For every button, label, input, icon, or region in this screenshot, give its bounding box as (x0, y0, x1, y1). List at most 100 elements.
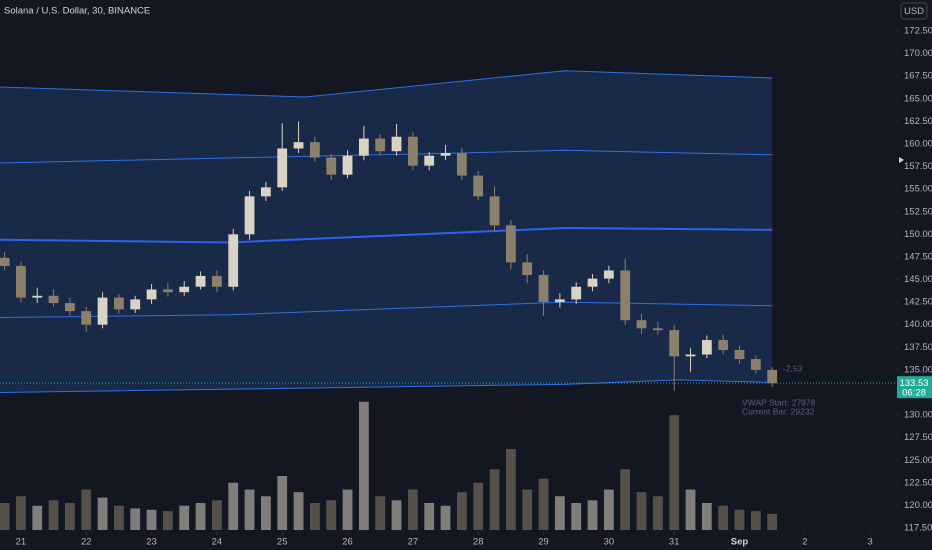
y-tick-label: 117.50 (904, 523, 932, 534)
x-tick-label: 31 (669, 537, 680, 548)
candle-body (81, 311, 92, 325)
current-bar: Current Bar: 29232 (742, 406, 815, 416)
volume-bar (538, 478, 549, 530)
y-tick-label: 127.50 (904, 432, 932, 443)
y-tick-label: 135.00 (904, 364, 932, 375)
y-tick-label: 165.00 (904, 93, 932, 104)
x-tick-label: 2 (802, 537, 807, 548)
candle-body (211, 275, 222, 287)
candle-body (179, 286, 190, 293)
volume-bar (179, 505, 190, 530)
volume-bar (522, 489, 533, 530)
y-tick-label: 152.50 (904, 206, 932, 217)
candle-body (522, 262, 533, 275)
volume-bar (97, 497, 108, 530)
last-price-label: 133.53 (899, 378, 928, 389)
volume-bar (554, 496, 565, 530)
y-tick-label: 160.00 (904, 138, 932, 149)
candle-body (97, 297, 108, 325)
candle-body (718, 340, 729, 351)
volume-bar (260, 496, 271, 530)
candle-body (734, 350, 745, 360)
candle-body (669, 330, 680, 357)
volume-bar (113, 505, 124, 530)
candle-body (130, 299, 141, 310)
y-tick-label: 122.50 (904, 477, 932, 488)
volume-bar (424, 503, 435, 530)
candle-body (538, 275, 549, 303)
candle-body (244, 196, 255, 235)
candle-body (113, 297, 124, 310)
candle-body (489, 196, 500, 226)
candle-body (16, 265, 26, 298)
volume-bar (228, 482, 239, 530)
volume-bar (358, 401, 369, 530)
band-line (0, 379, 773, 393)
volume-bar (669, 415, 680, 530)
volume-bar (473, 482, 484, 530)
scroll-arrow[interactable] (899, 157, 904, 163)
volume-bar (16, 496, 26, 530)
y-tick-label: 142.50 (904, 297, 932, 308)
candle-body (636, 320, 647, 329)
y-tick-label: 120.00 (904, 500, 932, 511)
candle-body (277, 148, 288, 188)
candle-body (424, 155, 435, 166)
volume-bar (211, 500, 222, 530)
plot-layer (0, 30, 898, 535)
candle-body (293, 142, 304, 149)
volume-bar (767, 513, 778, 530)
volume-bar (587, 500, 598, 530)
x-tick-label: 23 (146, 537, 157, 548)
volume-bar (195, 503, 206, 530)
chart-title: Solana / U.S. Dollar, 30, BINANCE (4, 6, 150, 17)
y-tick-label: 157.50 (904, 161, 932, 172)
x-tick-label: 26 (342, 537, 353, 548)
volume-bar (375, 496, 386, 530)
band-line (0, 227, 773, 244)
candle-body (48, 295, 59, 304)
candle-body (358, 138, 369, 156)
countdown: 06:28 (902, 388, 926, 399)
volume-bar (750, 511, 761, 530)
volume-bar (293, 492, 304, 530)
currency[interactable]: USD (904, 6, 924, 17)
candle-body (260, 187, 271, 197)
volume-bar (407, 489, 418, 530)
volume-bar (244, 489, 255, 530)
band-line (0, 70, 773, 98)
candle-body (701, 340, 712, 355)
candle-body (440, 152, 451, 156)
x-tick-label: 25 (277, 537, 288, 548)
volume-bar (309, 503, 320, 530)
y-tick-label: 162.50 (904, 116, 932, 127)
volume-bar (277, 476, 288, 530)
volume-bar (603, 489, 614, 530)
volume-bar (326, 500, 337, 530)
candle-body (652, 328, 663, 331)
band-line (0, 301, 773, 318)
y-tick-label: 145.00 (904, 274, 932, 285)
x-tick-label: 29 (538, 537, 549, 548)
currency-box[interactable] (900, 2, 928, 20)
y-tick-label: 167.50 (904, 71, 932, 82)
volume-bar (718, 505, 729, 530)
last-price-box (897, 376, 932, 399)
band-annotation: -2.53 (783, 363, 803, 373)
vwap-start: VWAP Start: 27978 (742, 397, 816, 407)
candle-body (587, 278, 598, 287)
y-tick-label: 170.00 (904, 48, 932, 59)
volume-bar (505, 449, 516, 530)
candle-body (473, 175, 484, 197)
candle-body (505, 225, 516, 263)
x-tick-label: 21 (16, 537, 27, 548)
x-tick-label: 27 (408, 537, 419, 548)
candle-body (65, 303, 75, 312)
volume-bar (652, 496, 663, 530)
volume-bar (440, 505, 451, 530)
x-tick-label: 24 (212, 537, 223, 548)
volume-bar (620, 469, 631, 530)
volume-bar (32, 505, 43, 530)
candle-body (162, 289, 173, 293)
